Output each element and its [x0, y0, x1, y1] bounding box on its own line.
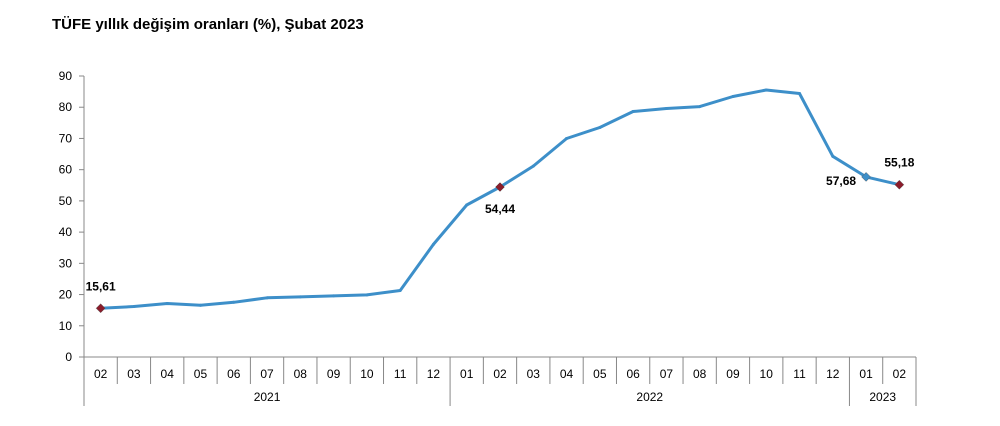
data-point — [565, 137, 569, 141]
y-tick-label: 90 — [59, 69, 73, 83]
data-point — [265, 296, 269, 300]
x-tick-label: 02 — [493, 367, 507, 381]
y-tick-label: 60 — [59, 163, 73, 177]
data-point — [232, 300, 236, 304]
data-point — [731, 94, 735, 98]
x-tick-label: 07 — [260, 367, 274, 381]
year-label: 2021 — [254, 390, 281, 404]
y-tick-label: 70 — [59, 131, 73, 145]
year-label: 2022 — [636, 390, 663, 404]
x-tick-label: 12 — [427, 367, 441, 381]
data-point — [531, 164, 535, 168]
data-point — [598, 126, 602, 130]
x-tick-label: 01 — [460, 367, 474, 381]
x-tick-label: 03 — [127, 367, 141, 381]
x-tick-label: 05 — [593, 367, 607, 381]
x-tick-label: 01 — [859, 367, 873, 381]
x-tick-label: 09 — [327, 367, 341, 381]
data-label: 15,61 — [86, 279, 116, 293]
highlight-marker — [95, 303, 106, 314]
y-tick-label: 80 — [59, 100, 73, 114]
highlight-marker — [894, 179, 905, 190]
data-point — [831, 154, 835, 158]
data-point — [132, 304, 136, 308]
data-point — [764, 88, 768, 92]
x-tick-label: 09 — [726, 367, 740, 381]
data-point — [631, 110, 635, 114]
data-point — [298, 295, 302, 299]
y-tick-label: 10 — [59, 319, 73, 333]
x-tick-label: 08 — [693, 367, 707, 381]
data-point — [398, 288, 402, 292]
x-tick-label: 11 — [793, 367, 806, 381]
y-tick-label: 50 — [59, 194, 73, 208]
data-point — [664, 106, 668, 110]
series-line — [99, 88, 901, 310]
x-tick-label: 03 — [527, 367, 541, 381]
x-tick-label: 02 — [893, 367, 907, 381]
data-point — [698, 105, 702, 109]
x-tick-label: 10 — [360, 367, 374, 381]
x-tick-label: 12 — [826, 367, 840, 381]
x-tick-label: 06 — [626, 367, 640, 381]
data-point — [431, 242, 435, 246]
data-point — [798, 92, 802, 96]
y-tick-label: 40 — [59, 225, 73, 239]
data-label: 55,18 — [884, 156, 914, 170]
x-tick-label: 11 — [394, 367, 407, 381]
data-label: 54,44 — [485, 202, 515, 216]
x-tick-label: 06 — [227, 367, 241, 381]
highlight-marker — [861, 172, 871, 182]
y-tick-label: 0 — [65, 350, 72, 364]
x-tick-label: 10 — [760, 367, 774, 381]
y-axis-ticks: 0 10 20 30 40 50 60 70 80 90 — [59, 69, 84, 364]
series-layer — [99, 88, 901, 310]
x-tick-label: 02 — [94, 367, 108, 381]
x-tick-label: 04 — [560, 367, 574, 381]
data-point — [365, 293, 369, 297]
data-point — [165, 301, 169, 305]
chart-axes — [83, 76, 916, 358]
y-tick-label: 20 — [59, 288, 73, 302]
year-label: 2023 — [869, 390, 896, 404]
x-tick-label: 07 — [660, 367, 674, 381]
data-label: 57,68 — [826, 174, 856, 188]
highlight-marker — [495, 182, 505, 192]
x-tick-label: 04 — [161, 367, 175, 381]
data-point — [198, 303, 202, 307]
annotations-layer: 15,61 54,44 57,68 55,18 — [86, 156, 915, 314]
x-axis-categories: 02 03 04 05 06 07 08 09 10 11 12 01 02 03 04 05 06 07 08 09… — [83, 357, 917, 406]
x-tick-label: 05 — [194, 367, 208, 381]
data-point — [465, 203, 469, 207]
chart-title: TÜFE yıllık değişim oranları (%), Şubat … — [52, 16, 364, 33]
x-tick-label: 08 — [294, 367, 308, 381]
data-point — [332, 294, 336, 298]
y-tick-label: 30 — [59, 256, 73, 270]
